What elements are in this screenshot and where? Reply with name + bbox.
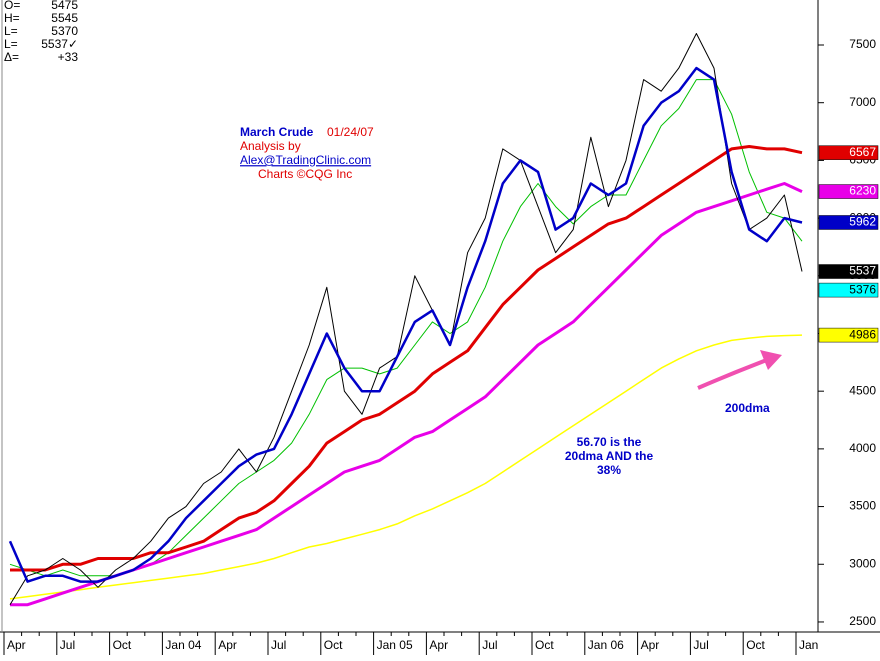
- price-label-box: [818, 145, 879, 160]
- series-line: [8, 66, 803, 583]
- series-line: [10, 182, 803, 607]
- x-tick-label: Oct: [535, 638, 554, 652]
- arrow-label: 200dma: [725, 401, 770, 415]
- price-label-box: [818, 282, 879, 298]
- email-link[interactable]: Alex@TradingClinic.com: [240, 153, 371, 167]
- x-tick-label: Apr: [429, 638, 448, 652]
- price-label: 5376: [849, 282, 876, 296]
- byline: Analysis by: [240, 139, 301, 153]
- annotation: 56.70 is the 20dma AND the 38%: [565, 435, 654, 477]
- y-tick-label: 7000: [849, 95, 876, 109]
- readout-label: Δ=: [4, 50, 19, 64]
- price-label: 4986: [849, 327, 876, 341]
- readout-value: 5545: [51, 11, 78, 25]
- y-tick-label: 4500: [849, 383, 876, 397]
- title: March Crude: [240, 125, 314, 139]
- x-tick-label: Apr: [7, 638, 26, 652]
- price-label: 6230: [849, 184, 876, 198]
- x-tick-label: Jan: [799, 638, 818, 652]
- series-line: [10, 145, 803, 572]
- readout-label: H=: [4, 11, 20, 25]
- price-label: 5537: [849, 264, 876, 278]
- date: 01/24/07: [327, 125, 374, 139]
- series-line: [9, 334, 803, 600]
- y-tick-label: 2500: [849, 614, 876, 628]
- x-tick-label: Jan 06: [588, 638, 624, 652]
- x-tick-label: Oct: [324, 638, 343, 652]
- readout-label: O=: [4, 0, 20, 12]
- x-tick-label: Jul: [693, 638, 708, 652]
- readout-value: +33: [58, 50, 79, 64]
- readout-value: 5475: [51, 0, 78, 12]
- series-line: [9, 33, 803, 605]
- x-tick-label: Oct: [113, 638, 132, 652]
- price-label: 6567: [849, 145, 876, 159]
- x-tick-label: Jul: [60, 638, 75, 652]
- y-tick-label: 7500: [849, 37, 876, 51]
- y-tick-label: 3500: [849, 499, 876, 513]
- x-tick-label: Apr: [218, 638, 237, 652]
- price-label: 5962: [849, 215, 876, 229]
- price-label-box: [818, 327, 879, 343]
- price-label-box: [818, 264, 879, 279]
- x-tick-label: Jan 05: [377, 638, 413, 652]
- y-tick-label: 3000: [849, 556, 876, 570]
- x-tick-label: Jul: [271, 638, 286, 652]
- readout-label: L=: [4, 37, 18, 51]
- annotation-line: 56.70 is the: [577, 435, 642, 449]
- x-tick-label: Jan 04: [165, 638, 201, 652]
- x-tick-label: Apr: [641, 638, 660, 652]
- arrow-head: [760, 350, 782, 370]
- price-label-box: [818, 215, 879, 230]
- readout-value: 5537✓: [41, 37, 78, 51]
- credit: Charts ©CQG Inc: [258, 167, 352, 181]
- x-tick-label: Oct: [746, 638, 765, 652]
- x-tick-label: Jul: [482, 638, 497, 652]
- readout-value: 5370: [51, 24, 78, 38]
- annotation-line: 20dma AND the: [565, 449, 654, 463]
- annotation-line: 38%: [597, 463, 621, 477]
- y-tick-label: 4000: [849, 441, 876, 455]
- readout-label: L=: [4, 24, 18, 38]
- price-label-box: [818, 184, 879, 199]
